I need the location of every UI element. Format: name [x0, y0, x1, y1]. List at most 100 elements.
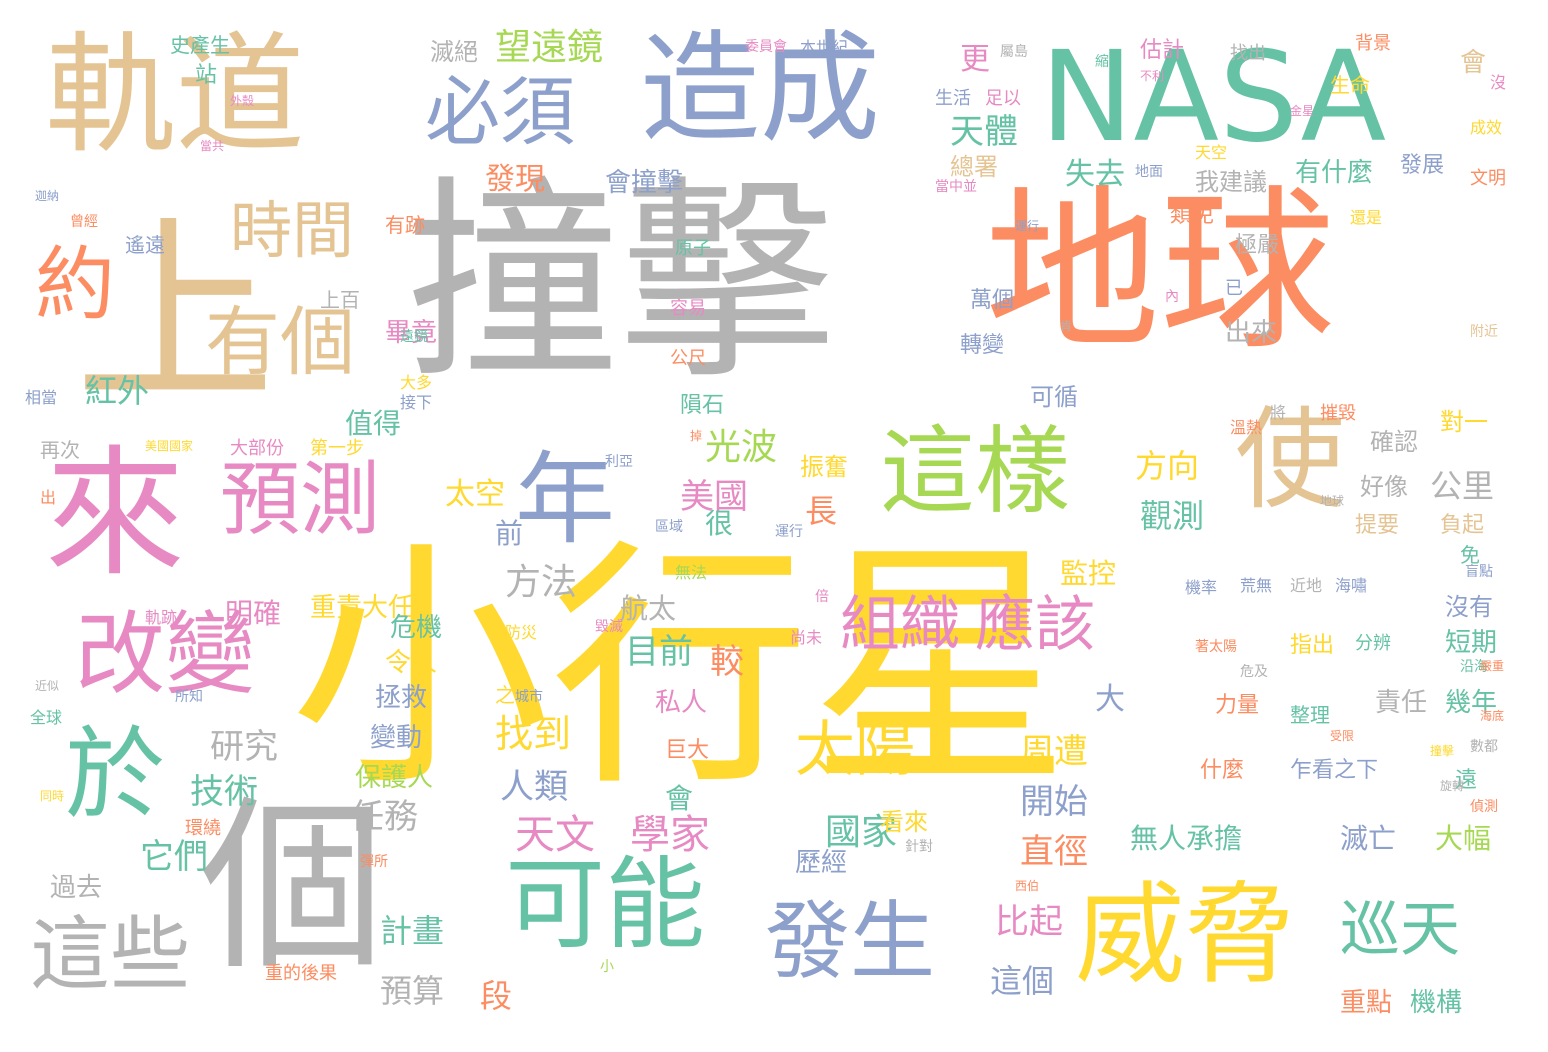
cloud-word: 背景	[1355, 33, 1391, 54]
cloud-word: 什麼	[1200, 758, 1245, 783]
cloud-word: 目前	[625, 632, 693, 672]
cloud-word: 上	[75, 198, 276, 431]
cloud-word: 美國	[680, 477, 748, 517]
cloud-word: 隕石	[680, 393, 725, 418]
cloud-word: 沒有	[1445, 593, 1493, 621]
cloud-word: 過去	[50, 873, 103, 903]
cloud-word: 時間	[230, 194, 355, 267]
cloud-word: 更	[960, 42, 990, 77]
cloud-word: 確認	[1370, 428, 1418, 456]
cloud-word: 地球	[985, 171, 1335, 374]
cloud-word: 分辨	[1355, 633, 1391, 654]
cloud-word: 前	[495, 517, 524, 550]
cloud-word: 段	[480, 977, 513, 1015]
cloud-word: 巡天	[1340, 895, 1460, 965]
cloud-word: NASA	[1040, 25, 1387, 170]
cloud-word: 成效	[1470, 118, 1503, 137]
cloud-word: 無法	[675, 563, 708, 582]
cloud-word: 畢竟	[385, 318, 438, 348]
cloud-word: 彈所	[360, 854, 388, 870]
cloud-word: 毀滅	[595, 619, 623, 635]
cloud-word: 將	[1270, 403, 1287, 422]
cloud-word: 迦納	[35, 189, 60, 203]
cloud-word: 個	[200, 779, 385, 995]
cloud-word: 已	[1225, 278, 1243, 299]
cloud-word: 總署	[950, 153, 998, 181]
cloud-word: 觀測	[1140, 497, 1205, 535]
cloud-word: 人類	[500, 767, 568, 807]
cloud-word: 國家	[825, 812, 898, 853]
cloud-word: 受限	[1330, 729, 1355, 743]
cloud-word: 容易	[670, 298, 706, 319]
cloud-word: 公尺	[670, 348, 706, 369]
cloud-word: 近似	[35, 679, 60, 693]
cloud-word: 重的後果	[265, 963, 337, 984]
cloud-word: 我建議	[1195, 168, 1267, 196]
cloud-word: 小	[600, 959, 614, 975]
cloud-word: 研究	[210, 727, 278, 767]
cloud-word: 同時	[40, 789, 65, 803]
cloud-word: 機構	[1410, 988, 1463, 1018]
cloud-word: 太陽	[795, 715, 915, 785]
cloud-word: 公里	[1430, 467, 1495, 505]
cloud-word: 好像	[1360, 473, 1408, 501]
cloud-word: 找到	[495, 712, 572, 756]
cloud-word: 盲點	[1465, 564, 1493, 580]
cloud-word: 責任	[1375, 688, 1428, 718]
cloud-word: 掉	[690, 429, 703, 443]
cloud-word: 內	[1165, 289, 1179, 305]
cloud-word: 力量	[1215, 693, 1260, 718]
cloud-word: 免	[1460, 543, 1480, 567]
cloud-word: 倍	[815, 589, 829, 605]
cloud-word: 防災	[505, 623, 538, 642]
cloud-word: 組織	[840, 590, 960, 660]
cloud-word: 摧毀	[1320, 403, 1356, 424]
cloud-word: 針對	[905, 839, 933, 855]
cloud-word: 撞擊	[405, 157, 835, 408]
cloud-word: 航太	[620, 592, 677, 625]
cloud-word: 提要	[1355, 513, 1400, 538]
cloud-word: 地面	[1135, 164, 1163, 180]
cloud-word: 肯	[1060, 319, 1073, 333]
cloud-word: 撞擊	[1430, 744, 1455, 758]
cloud-word: 年	[515, 441, 615, 558]
cloud-word: 方法	[505, 562, 578, 603]
cloud-word: 文明	[1470, 168, 1506, 189]
cloud-word: 站	[195, 63, 218, 88]
cloud-word: 出來	[1225, 318, 1278, 348]
cloud-word: 私人	[655, 688, 708, 718]
cloud-word: 數都	[1470, 739, 1498, 755]
cloud-word: 應該	[975, 590, 1095, 660]
cloud-word: 小行星	[290, 519, 1070, 821]
cloud-word: 城市	[515, 689, 543, 705]
cloud-word: 當中並	[935, 179, 977, 195]
cloud-word: 周遭	[1020, 732, 1088, 772]
cloud-word: 會	[1460, 48, 1487, 78]
cloud-word: 威脅	[1075, 871, 1295, 999]
cloud-word: 運行	[1015, 219, 1040, 233]
cloud-word: 它們	[140, 837, 208, 877]
cloud-word: 直徑	[1020, 832, 1088, 872]
cloud-word: 大	[1095, 682, 1125, 717]
cloud-word: 估計	[1140, 38, 1185, 63]
cloud-word: 重點	[1340, 988, 1393, 1018]
cloud-word: 偵測	[1470, 799, 1498, 815]
cloud-word: 屬島	[1000, 44, 1028, 60]
cloud-word: 天體	[950, 112, 1018, 152]
cloud-word: 有個	[205, 298, 356, 386]
cloud-word: 較	[710, 642, 744, 682]
cloud-word: 之內	[495, 683, 535, 707]
cloud-word: 找出	[1230, 43, 1266, 64]
cloud-word: 計畫	[380, 912, 445, 950]
cloud-word: 造成	[640, 20, 880, 159]
cloud-word: 機率	[1185, 578, 1218, 597]
cloud-word: 來	[45, 433, 186, 596]
cloud-word: 原子	[675, 238, 711, 259]
cloud-word: 危機	[390, 613, 443, 643]
cloud-word: 望遠鏡	[495, 27, 604, 68]
cloud-word: 負起	[1440, 513, 1485, 538]
cloud-word: 失去	[1065, 157, 1125, 192]
cloud-word: 拯救	[375, 683, 428, 713]
cloud-word: 可循	[1030, 383, 1078, 411]
